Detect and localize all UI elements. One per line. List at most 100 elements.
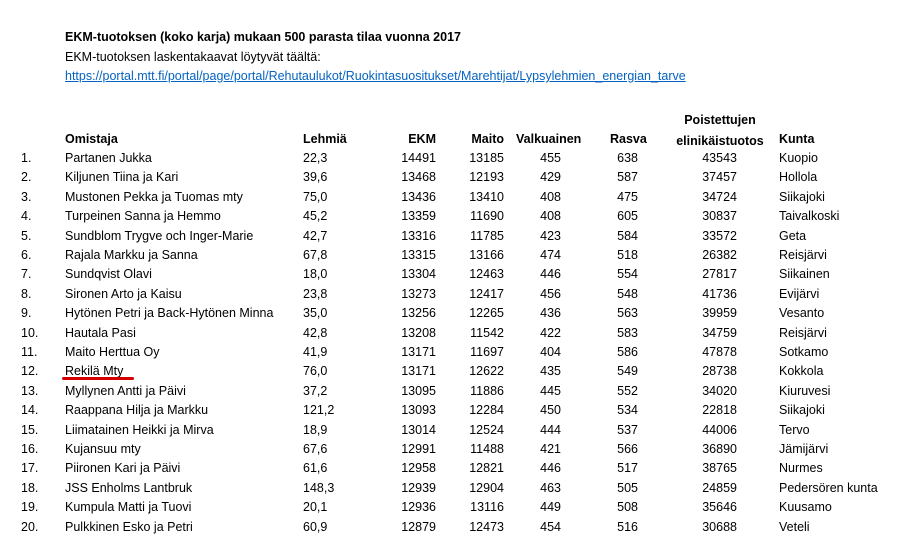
row-maito: 13410 xyxy=(469,189,504,204)
row-maito: 12265 xyxy=(469,306,504,321)
row-lehmia: 22,3 xyxy=(303,151,328,165)
row-number: 9. xyxy=(21,306,32,321)
row-lehmia: 148,3 xyxy=(303,480,335,495)
row-rasva: 587 xyxy=(617,170,638,185)
row-owner: Kumpula Matti ja Tuovi xyxy=(65,500,192,515)
row-maito: 12463 xyxy=(469,267,504,282)
row-maito: 11886 xyxy=(470,383,504,398)
row-ekm: 13014 xyxy=(401,422,436,437)
row-maito: 11697 xyxy=(470,345,504,359)
row-rasva: 566 xyxy=(617,442,638,456)
row-number: 6. xyxy=(21,248,32,262)
table-row: 18. JSS Enholms Lantbruk 148,3 12939 12904 46… xyxy=(0,479,909,498)
row-elinikaistuotos: 22818 xyxy=(702,403,737,418)
row-elinikaistuotos: 37457 xyxy=(702,170,737,185)
table-row: 1. Partanen Jukka 22,3 14491 13185 455 638 4354… xyxy=(0,149,909,168)
row-rasva: 586 xyxy=(617,345,638,359)
row-valkuainen: 404 xyxy=(540,345,561,359)
row-ekm: 13304 xyxy=(401,267,436,282)
row-elinikaistuotos: 27817 xyxy=(702,267,737,282)
row-elinikaistuotos: 34724 xyxy=(702,189,737,204)
row-valkuainen: 435 xyxy=(540,364,561,379)
row-rasva: 517 xyxy=(617,461,638,476)
row-kunta: Evijärvi xyxy=(779,286,820,301)
row-ekm: 13171 xyxy=(401,364,436,379)
row-owner: Hytönen Petri ja Back-Hytönen Minna xyxy=(65,306,274,321)
row-number: 15. xyxy=(21,422,39,437)
row-number: 1. xyxy=(21,151,32,165)
row-ekm: 12879 xyxy=(401,519,436,534)
formula-link[interactable]: https://portal.mtt.fi/portal/page/portal… xyxy=(65,69,686,83)
row-rasva: 505 xyxy=(617,480,638,495)
row-ekm: 12958 xyxy=(401,461,436,476)
row-elinikaistuotos: 26382 xyxy=(702,248,737,262)
row-elinikaistuotos: 38765 xyxy=(702,461,737,476)
row-lehmia: 37,2 xyxy=(303,383,328,398)
header-maito: Maito xyxy=(471,132,504,146)
row-valkuainen: 423 xyxy=(540,228,561,243)
table-row: 6. Rajala Markku ja Sanna 67,8 13315 13166 47… xyxy=(0,246,909,265)
row-maito: 12524 xyxy=(469,422,504,437)
header-omistaja: Omistaja xyxy=(65,132,118,146)
document-title: EKM-tuotoksen (koko karja) mukaan 500 pa… xyxy=(65,30,461,44)
row-number: 2. xyxy=(21,170,32,185)
row-kunta: Hollola xyxy=(779,170,818,185)
row-kunta: Siikajoki xyxy=(779,189,825,204)
row-number: 10. xyxy=(21,325,39,340)
row-owner: Maito Herttua Oy xyxy=(65,345,160,359)
table-row: 5. Sundblom Trygve och Inger-Marie 42,7 133… xyxy=(0,227,909,246)
row-maito: 11488 xyxy=(470,442,504,456)
row-maito: 13166 xyxy=(469,248,504,262)
row-elinikaistuotos: 34020 xyxy=(702,383,737,398)
row-maito: 12904 xyxy=(469,480,504,495)
row-lehmia: 42,8 xyxy=(303,325,328,340)
table-row: 9. Hytönen Petri ja Back-Hytönen Minna 35,… xyxy=(0,304,909,323)
row-owner: Liimatainen Heikki ja Mirva xyxy=(65,422,214,437)
row-valkuainen: 449 xyxy=(540,500,561,515)
row-elinikaistuotos: 30688 xyxy=(702,519,737,534)
row-number: 7. xyxy=(21,267,32,282)
row-kunta: Reisjärvi xyxy=(779,248,827,262)
table-row: 8. Sironen Arto ja Kaisu 23,8 13273 12417 456… xyxy=(0,285,909,304)
row-ekm: 12991 xyxy=(401,442,436,456)
row-valkuainen: 456 xyxy=(540,286,561,301)
row-elinikaistuotos: 28738 xyxy=(702,364,737,379)
row-valkuainen: 463 xyxy=(540,480,561,495)
row-maito: 12417 xyxy=(469,286,504,301)
row-rasva: 518 xyxy=(617,248,638,262)
row-owner: Sundqvist Olavi xyxy=(65,267,152,282)
row-number: 14. xyxy=(21,403,39,418)
row-maito: 12622 xyxy=(469,364,504,379)
row-rasva: 508 xyxy=(617,500,638,515)
row-rasva: 584 xyxy=(617,228,638,243)
row-valkuainen: 446 xyxy=(540,267,561,282)
row-valkuainen: 446 xyxy=(540,461,561,476)
row-owner: Rajala Markku ja Sanna xyxy=(65,248,198,262)
document-subtitle: EKM-tuotoksen laskentakaavat löytyvät tä… xyxy=(65,50,321,64)
row-ekm: 13095 xyxy=(401,383,436,398)
row-owner: Turpeinen Sanna ja Hemmo xyxy=(65,209,221,224)
table-row: 14. Raappana Hilja ja Markku 121,2 13093 122… xyxy=(0,401,909,420)
row-lehmia: 23,8 xyxy=(303,286,328,301)
row-owner: Hautala Pasi xyxy=(65,325,136,340)
row-maito: 12193 xyxy=(469,170,504,185)
row-owner: Pulkkinen Esko ja Petri xyxy=(65,519,193,534)
table-row: 13. Myllynen Antti ja Päivi 37,2 13095 11886… xyxy=(0,382,909,401)
row-kunta: Reisjärvi xyxy=(779,325,827,340)
table-row: 2. Kiljunen Tiina ja Kari 39,6 13468 12193 42… xyxy=(0,168,909,187)
row-rasva: 549 xyxy=(617,364,638,379)
row-rasva: 563 xyxy=(617,306,638,321)
row-kunta: Vesanto xyxy=(779,306,825,321)
row-ekm: 13171 xyxy=(401,345,436,359)
header-valkuainen: Valkuainen xyxy=(516,132,582,146)
row-maito: 13185 xyxy=(469,151,504,165)
header-poistettujen-elinikaistuotos: Poistettujen elinikäistuotos xyxy=(672,110,768,152)
row-elinikaistuotos: 30837 xyxy=(702,209,737,224)
table-row: 11. Maito Herttua Oy 41,9 13171 11697 404 586 4… xyxy=(0,343,909,362)
row-valkuainen: 450 xyxy=(540,403,561,418)
row-elinikaistuotos: 33572 xyxy=(702,228,737,243)
row-ekm: 13208 xyxy=(401,325,436,340)
row-lehmia: 20,1 xyxy=(303,500,328,515)
row-ekm: 13273 xyxy=(401,286,436,301)
row-valkuainen: 474 xyxy=(540,248,561,262)
